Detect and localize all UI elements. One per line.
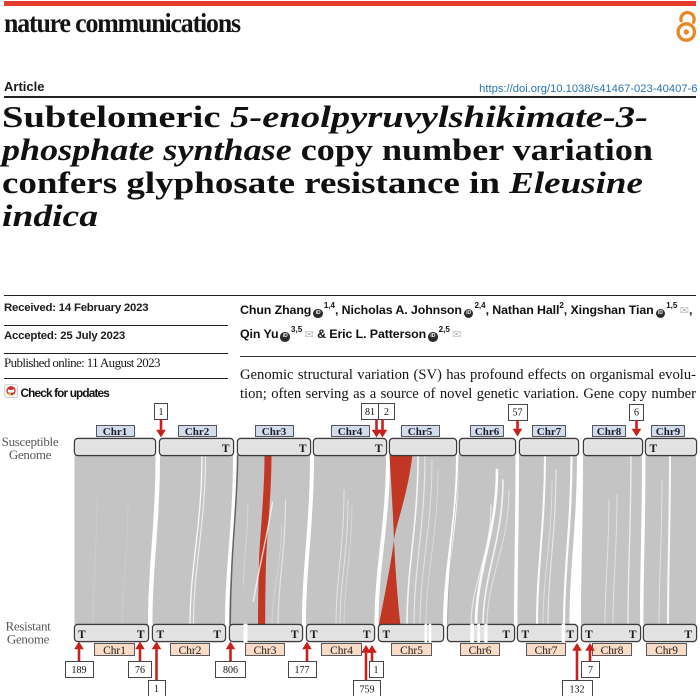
svg-text:6: 6 bbox=[634, 408, 639, 419]
svg-text:1: 1 bbox=[374, 665, 379, 676]
svg-text:Susceptible: Susceptible bbox=[2, 434, 59, 449]
svg-text:Genome: Genome bbox=[7, 632, 50, 647]
svg-text:Chr9: Chr9 bbox=[655, 645, 678, 657]
svg-text:177: 177 bbox=[295, 665, 310, 676]
svg-text:Chr8: Chr8 bbox=[597, 426, 622, 438]
svg-text:189: 189 bbox=[72, 665, 87, 676]
svg-text:T: T bbox=[213, 629, 221, 641]
svg-text:Chr2: Chr2 bbox=[179, 645, 202, 657]
svg-text:T: T bbox=[522, 629, 530, 641]
svg-text:Chr8: Chr8 bbox=[601, 645, 624, 657]
svg-text:1: 1 bbox=[154, 684, 159, 695]
svg-text:7: 7 bbox=[588, 665, 593, 676]
svg-text:76: 76 bbox=[135, 665, 145, 676]
svg-text:Genome: Genome bbox=[9, 447, 52, 462]
svg-text:T: T bbox=[157, 629, 165, 641]
svg-text:2: 2 bbox=[384, 407, 389, 418]
svg-text:T: T bbox=[137, 629, 145, 641]
svg-text:Chr1: Chr1 bbox=[103, 645, 126, 657]
svg-text:T: T bbox=[222, 443, 230, 455]
svg-text:Chr3: Chr3 bbox=[254, 645, 277, 657]
svg-text:Chr2: Chr2 bbox=[185, 426, 210, 438]
svg-text:Chr4: Chr4 bbox=[338, 426, 363, 438]
svg-text:Chr1: Chr1 bbox=[103, 426, 127, 438]
svg-text:759: 759 bbox=[360, 684, 375, 695]
svg-text:T: T bbox=[375, 443, 383, 455]
svg-text:T: T bbox=[291, 629, 299, 641]
svg-text:Chr7: Chr7 bbox=[535, 645, 558, 657]
svg-text:Chr7: Chr7 bbox=[537, 426, 562, 438]
svg-text:81: 81 bbox=[365, 407, 375, 418]
svg-text:806: 806 bbox=[223, 665, 238, 676]
svg-text:Chr5: Chr5 bbox=[408, 426, 433, 438]
svg-text:Chr6: Chr6 bbox=[469, 645, 492, 657]
svg-text:T: T bbox=[363, 629, 371, 641]
svg-text:T: T bbox=[502, 629, 510, 641]
svg-text:Resistant: Resistant bbox=[6, 619, 52, 634]
svg-text:T: T bbox=[629, 629, 637, 641]
svg-text:T: T bbox=[585, 629, 593, 641]
svg-text:Chr4: Chr4 bbox=[330, 645, 353, 657]
svg-text:T: T bbox=[383, 629, 391, 641]
svg-text:T: T bbox=[299, 443, 307, 455]
svg-text:T: T bbox=[684, 629, 692, 641]
svg-text:1: 1 bbox=[159, 407, 164, 418]
svg-text:T: T bbox=[310, 629, 318, 641]
svg-text:Chr5: Chr5 bbox=[400, 645, 423, 657]
svg-text:T: T bbox=[566, 629, 574, 641]
svg-text:Chr3: Chr3 bbox=[262, 426, 287, 438]
svg-text:57: 57 bbox=[513, 408, 523, 419]
svg-text:Chr6: Chr6 bbox=[475, 426, 500, 438]
svg-text:T: T bbox=[78, 629, 86, 641]
svg-text:132: 132 bbox=[570, 684, 585, 695]
svg-text:Chr9: Chr9 bbox=[656, 426, 681, 438]
svg-text:T: T bbox=[650, 443, 658, 455]
